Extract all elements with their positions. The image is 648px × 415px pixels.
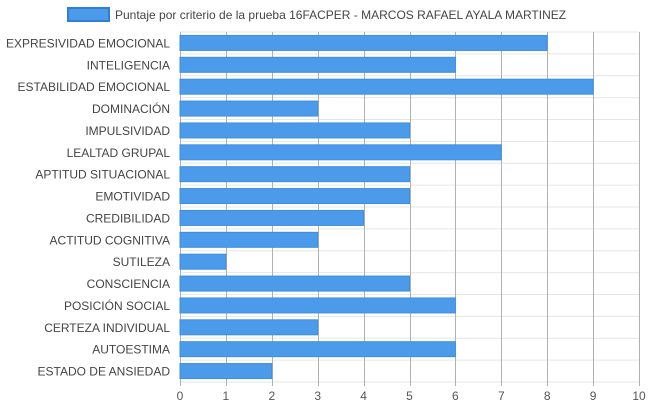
bar[interactable] bbox=[179, 78, 594, 95]
x-tick-label: 8 bbox=[544, 389, 551, 403]
legend-label[interactable]: Puntaje por criterio de la prueba 16FACP… bbox=[115, 8, 566, 22]
x-tick-label: 0 bbox=[177, 389, 184, 403]
bar[interactable] bbox=[179, 363, 273, 380]
category-label: INTELIGENCIA bbox=[87, 58, 170, 72]
bar[interactable] bbox=[179, 297, 456, 314]
category-label: APTITUD SITUACIONAL bbox=[35, 168, 170, 182]
category-label: IMPULSIVIDAD bbox=[85, 124, 170, 138]
category-label: CONSCIENCIA bbox=[87, 277, 170, 291]
category-label: ESTABILIDAD EMOCIONAL bbox=[18, 80, 171, 94]
x-axis-tick-labels: 0 1 2 3 4 5 6 7 8 9 10 bbox=[177, 389, 646, 403]
bar[interactable] bbox=[179, 209, 365, 226]
bar[interactable] bbox=[179, 275, 410, 292]
bar[interactable] bbox=[179, 166, 410, 183]
x-tick-label: 1 bbox=[223, 389, 230, 403]
category-label: LEALTAD GRUPAL bbox=[67, 146, 171, 160]
bar[interactable] bbox=[179, 341, 456, 358]
bar[interactable] bbox=[179, 319, 319, 336]
bar[interactable] bbox=[179, 144, 502, 161]
bar[interactable] bbox=[179, 231, 319, 248]
category-label: SUTILEZA bbox=[113, 255, 170, 269]
category-label: CERTEZA INDIVIDUAL bbox=[44, 321, 170, 335]
category-label: EXPRESIVIDAD EMOCIONAL bbox=[6, 36, 170, 50]
bar[interactable] bbox=[179, 188, 410, 205]
x-tick-label: 3 bbox=[314, 389, 321, 403]
category-label: EMOTIVIDAD bbox=[95, 190, 170, 204]
category-label: POSICIÓN SOCIAL bbox=[64, 298, 170, 313]
x-tick-label: 5 bbox=[406, 389, 413, 403]
x-tick-label: 4 bbox=[360, 389, 367, 403]
x-tick-label: 7 bbox=[498, 389, 505, 403]
category-label: AUTOESTIMA bbox=[92, 343, 170, 357]
category-labels: EXPRESIVIDAD EMOCIONAL INTELIGENCIA ESTABI… bbox=[6, 36, 170, 378]
category-label: DOMINACIÓN bbox=[92, 101, 170, 116]
bar[interactable] bbox=[179, 56, 456, 73]
x-tick-label: 9 bbox=[590, 389, 597, 403]
grid bbox=[180, 31, 640, 386]
category-label: ESTADO DE ANSIEDAD bbox=[38, 365, 171, 379]
legend-swatch[interactable] bbox=[67, 7, 110, 22]
legend[interactable]: Puntaje por criterio de la prueba 16FACP… bbox=[67, 7, 566, 22]
bar[interactable] bbox=[179, 100, 319, 117]
x-tick-label: 10 bbox=[632, 389, 646, 403]
category-label: ACTITUD COGNITIVA bbox=[50, 233, 170, 247]
x-tick-label: 2 bbox=[268, 389, 275, 403]
bar[interactable] bbox=[179, 34, 548, 51]
bar[interactable] bbox=[179, 253, 227, 270]
x-tick-label: 6 bbox=[452, 389, 459, 403]
category-label: CREDIBILIDAD bbox=[86, 211, 170, 225]
bars bbox=[179, 34, 594, 380]
bar[interactable] bbox=[179, 122, 410, 139]
